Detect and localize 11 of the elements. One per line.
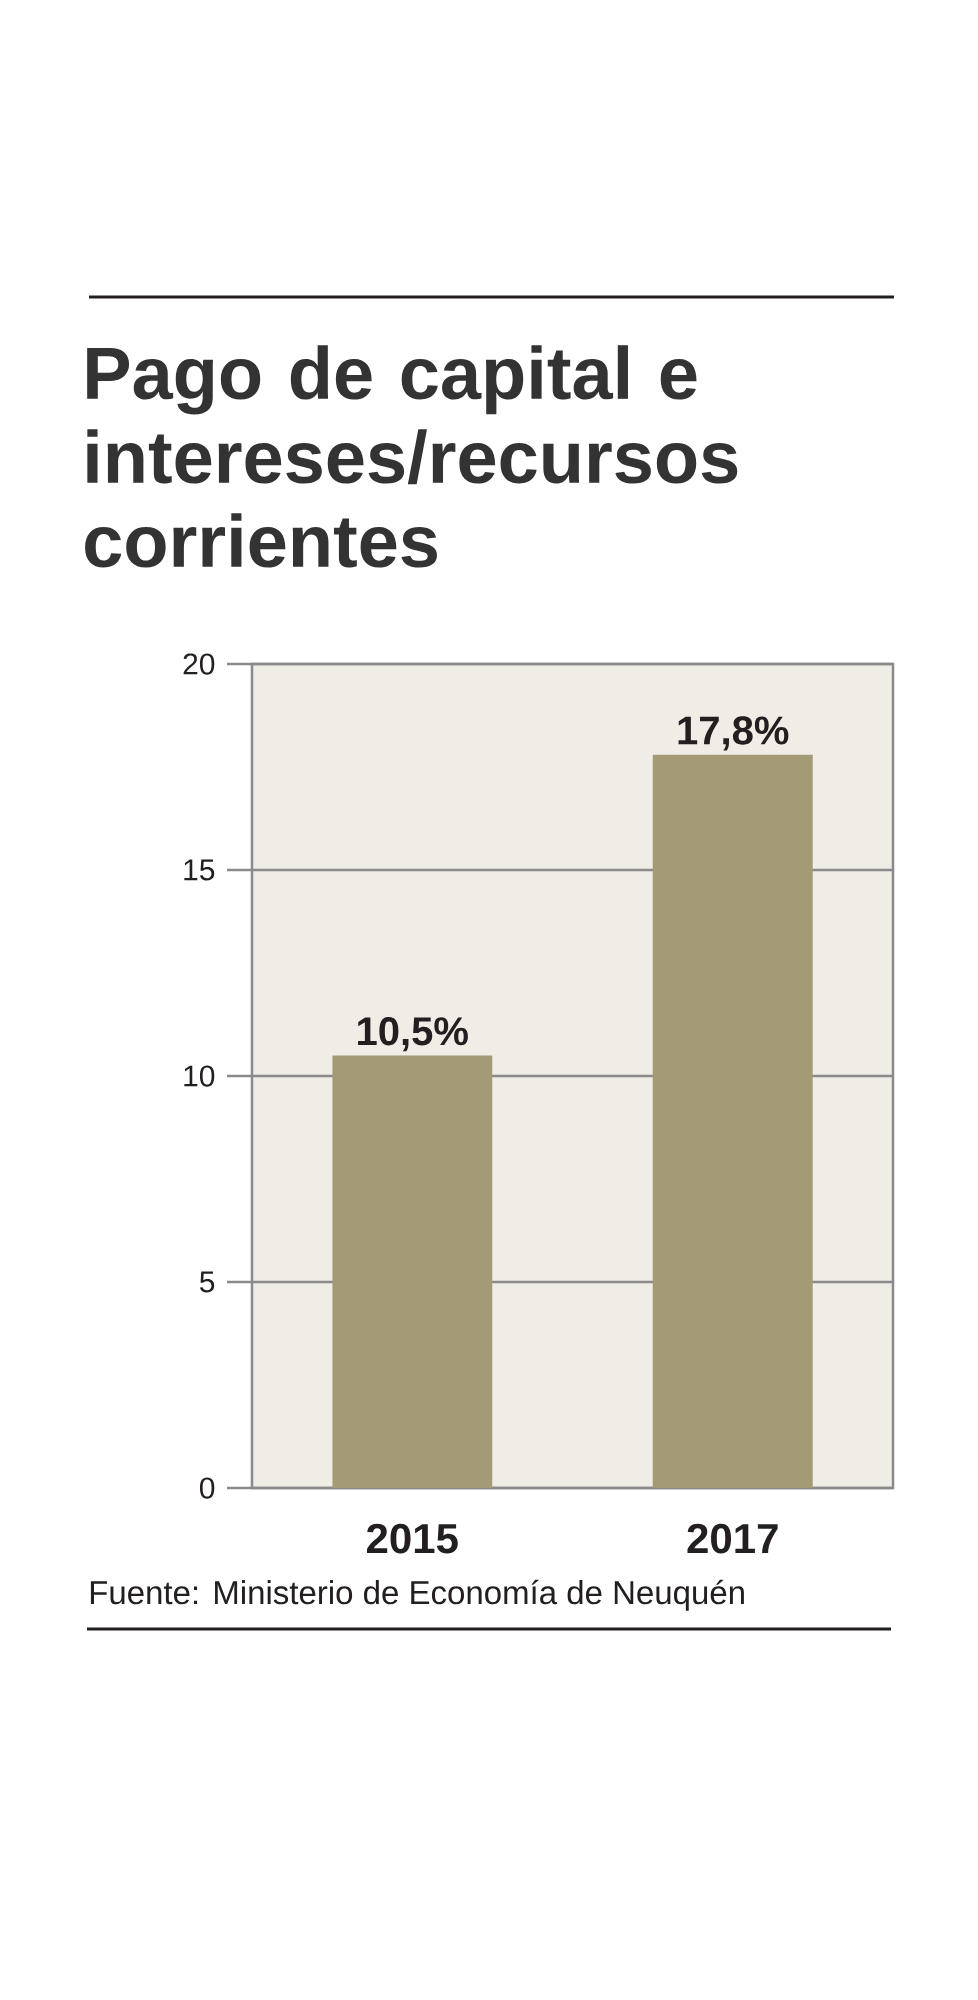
y-tick-label: 5	[199, 1271, 215, 1293]
source-note: Fuente: Ministerio de Economía de Neuquén	[90, 1579, 744, 1611]
x-tick-label: 2015	[366, 1523, 458, 1554]
y-tick-label: 10	[184, 1065, 215, 1087]
x-tick-label: 2017	[687, 1523, 778, 1554]
chart-title: Pago de capital e intereses/recursos corrientes	[85, 345, 738, 568]
data-label: 10,5%	[358, 1017, 468, 1052]
y-tick-label: 15	[184, 859, 215, 881]
y-tick-label: 20	[183, 653, 215, 675]
data-label: 17,8%	[678, 716, 789, 751]
y-tick-label: 0	[199, 1477, 215, 1499]
